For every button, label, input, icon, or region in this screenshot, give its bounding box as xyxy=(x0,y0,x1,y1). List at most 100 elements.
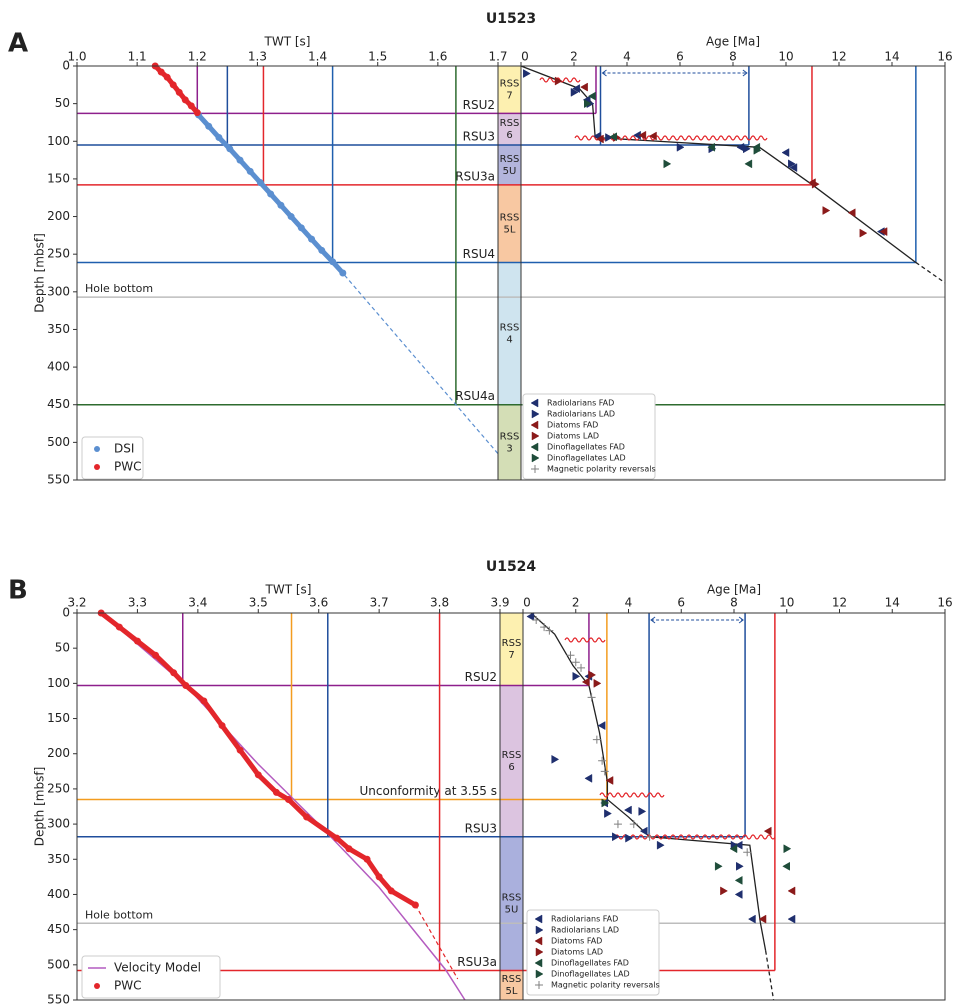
event-marker xyxy=(601,798,610,808)
data-point xyxy=(152,651,160,659)
x-tick-label: 4 xyxy=(623,50,631,64)
data-point xyxy=(169,81,177,89)
legend-label: DSI xyxy=(114,442,134,456)
event-marker xyxy=(743,848,752,857)
horizon-label: Hole bottom xyxy=(85,908,153,921)
age-model xyxy=(530,612,767,951)
velocity-line xyxy=(100,612,466,1001)
event-marker xyxy=(597,721,606,731)
data-point xyxy=(187,102,195,110)
x-tick-label: 0 xyxy=(523,596,531,610)
event-marker xyxy=(605,133,613,142)
event-marker xyxy=(566,651,575,660)
data-point xyxy=(170,669,178,677)
x-tick-label: 3.6 xyxy=(309,596,328,610)
data-point xyxy=(267,190,275,198)
data-point xyxy=(218,722,226,730)
x-axis-label: Age [Ma] xyxy=(707,583,761,597)
unit-label: 6 xyxy=(506,130,512,141)
x-tick-label: 10 xyxy=(778,50,793,64)
x-axis-label: TWT [s] xyxy=(265,583,312,597)
event-marker xyxy=(782,861,790,871)
x-tick-label: 4 xyxy=(625,596,633,610)
legend-label: PWC xyxy=(114,460,141,474)
event-marker xyxy=(584,773,593,783)
unit-label: 5L xyxy=(504,225,516,236)
event-marker xyxy=(625,833,634,843)
stratigraphic-unit xyxy=(498,145,521,185)
legend-swatch xyxy=(535,925,544,935)
data-point xyxy=(256,179,264,187)
data-point xyxy=(308,235,316,243)
legend-swatch xyxy=(531,453,540,463)
data-point xyxy=(246,167,254,175)
legend-label: Dinoflagellates FAD xyxy=(551,959,629,968)
event-marker xyxy=(612,832,620,842)
event-marker xyxy=(734,875,743,885)
legend-label: Dinoflagellates LAD xyxy=(547,454,626,463)
y-tick-label: 300 xyxy=(47,817,70,831)
event-marker xyxy=(811,179,820,189)
y-tick-label: 150 xyxy=(47,711,70,725)
legend-swatch xyxy=(534,936,543,946)
event-marker xyxy=(758,914,767,924)
unit-label: 6 xyxy=(508,762,514,773)
unit-label: 7 xyxy=(506,91,512,102)
data-point xyxy=(387,887,395,895)
x-tick-label: 3.5 xyxy=(249,596,268,610)
data-point xyxy=(181,96,189,104)
data-point xyxy=(339,269,347,277)
data-point xyxy=(363,855,371,863)
legend-swatch xyxy=(535,969,544,979)
unit-label: 7 xyxy=(508,650,514,661)
event-marker xyxy=(629,820,638,829)
legend-box xyxy=(522,393,656,480)
data-point xyxy=(345,845,353,853)
unit-label: 5L xyxy=(506,986,518,997)
event-marker xyxy=(609,132,617,142)
legend-box xyxy=(81,955,221,999)
stratigraphic-unit xyxy=(500,613,523,686)
event-marker xyxy=(598,756,607,765)
data-point xyxy=(329,258,337,266)
unit-label: RSS xyxy=(502,750,522,761)
event-marker xyxy=(744,159,753,169)
stratigraphic-unit xyxy=(498,262,521,405)
event-marker xyxy=(822,206,831,215)
event-marker xyxy=(593,678,602,688)
x-tick-label: 3.4 xyxy=(188,596,207,610)
event-marker xyxy=(859,228,868,238)
legend-swatch xyxy=(94,446,100,452)
x-tick-label: 2 xyxy=(572,596,580,610)
x-tick-label: 14 xyxy=(884,50,899,64)
event-marker xyxy=(847,208,856,218)
event-marker xyxy=(523,69,531,78)
horizon-label: RSU3 xyxy=(465,821,497,835)
event-marker xyxy=(570,87,579,97)
event-marker xyxy=(747,914,756,924)
x-tick-label: 3.8 xyxy=(430,596,449,610)
event-marker xyxy=(734,840,743,850)
legend-label: Magnetic polarity reversals xyxy=(551,981,660,990)
event-marker xyxy=(638,130,647,140)
legend-label: Radiolarians FAD xyxy=(551,915,618,924)
x-tick-label: 1.5 xyxy=(368,50,387,64)
event-marker xyxy=(638,806,647,816)
data-point xyxy=(157,68,165,76)
x-tick-label: 6 xyxy=(677,596,685,610)
event-marker xyxy=(551,754,560,764)
x-tick-label: 1.0 xyxy=(67,50,86,64)
event-marker xyxy=(753,145,762,155)
panel-label: B xyxy=(8,576,28,606)
age-model xyxy=(520,65,917,263)
y-tick-label: 500 xyxy=(47,435,70,449)
data-point xyxy=(297,224,305,232)
plot-frame xyxy=(522,612,946,1001)
event-marker xyxy=(600,767,609,776)
data-point xyxy=(226,145,234,153)
event-marker xyxy=(645,832,654,841)
x-tick-label: 1.1 xyxy=(128,50,147,64)
legend-swatch xyxy=(534,958,543,968)
event-marker xyxy=(572,84,580,94)
